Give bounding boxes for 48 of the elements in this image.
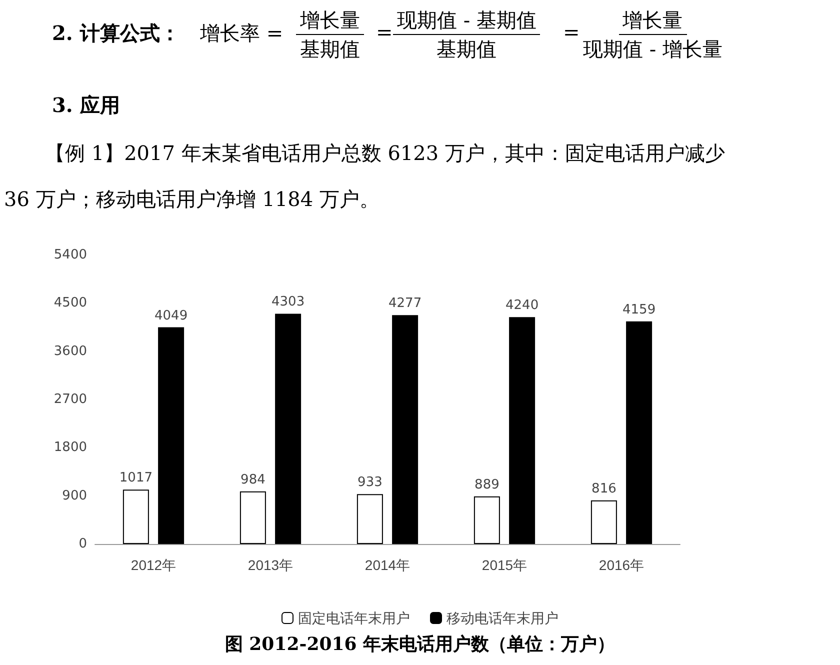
data-label: 816 xyxy=(592,481,616,496)
x-tick-label: 2014年 xyxy=(364,557,410,573)
y-tick-label: 4500 xyxy=(54,296,87,311)
data-label: 4240 xyxy=(506,298,539,314)
legend-label: 固定电话年末用户 xyxy=(298,610,410,626)
x-tick-label: 2012年 xyxy=(130,557,176,573)
text: 现期值 - 基期值 xyxy=(393,6,540,35)
y-tick-label: 0 xyxy=(78,536,87,552)
text: 图 2012-2016 年末电话用户数（单位：万户） xyxy=(224,633,616,656)
y-tick-label: 1800 xyxy=(54,440,87,456)
y-tick-label: 5400 xyxy=(54,248,87,262)
data-label: 4303 xyxy=(272,294,305,310)
text: 2. 计算公式： xyxy=(52,20,180,47)
text: 【例 1】2017 年末某省电话用户总数 6123 万户，其中：固定电话用户减少 xyxy=(45,140,725,167)
y-tick-label: 2700 xyxy=(54,392,87,407)
x-tick-label: 2015年 xyxy=(482,557,528,573)
bar xyxy=(275,314,302,544)
data-label: 4277 xyxy=(388,296,422,312)
text: = xyxy=(563,20,580,44)
bar xyxy=(392,315,418,544)
text: 基期值 xyxy=(436,36,497,63)
x-tick-label: 2016年 xyxy=(598,557,644,573)
text: 增长量 xyxy=(296,6,364,35)
x-tick-label: 2013年 xyxy=(248,557,294,573)
bar xyxy=(356,494,383,544)
bar xyxy=(509,317,536,544)
bar xyxy=(122,490,149,544)
bar xyxy=(474,496,500,544)
text: 36 万户；移动电话用户净增 1184 万户。 xyxy=(4,186,380,213)
text: = xyxy=(376,20,393,44)
text: 3. 应用 xyxy=(52,92,120,119)
data-label: 933 xyxy=(358,475,382,490)
data-label: 889 xyxy=(474,477,500,492)
legend-label: 移动电话年末用户 xyxy=(446,610,558,626)
data-label: 4049 xyxy=(154,308,188,324)
bar xyxy=(158,327,184,544)
bar xyxy=(590,500,617,544)
text: 增长率 = xyxy=(200,20,284,47)
bar xyxy=(240,491,266,544)
data-label: 1017 xyxy=(119,470,152,486)
text: 基期值 xyxy=(300,36,360,63)
bar xyxy=(626,321,652,544)
data-label: 984 xyxy=(240,472,266,488)
text: 现期值 - 增长量 xyxy=(583,36,722,63)
y-tick-label: 900 xyxy=(62,488,87,504)
text: 增长量 xyxy=(618,6,687,35)
data-label: 4159 xyxy=(622,302,656,318)
y-tick-label: 3600 xyxy=(54,344,87,359)
